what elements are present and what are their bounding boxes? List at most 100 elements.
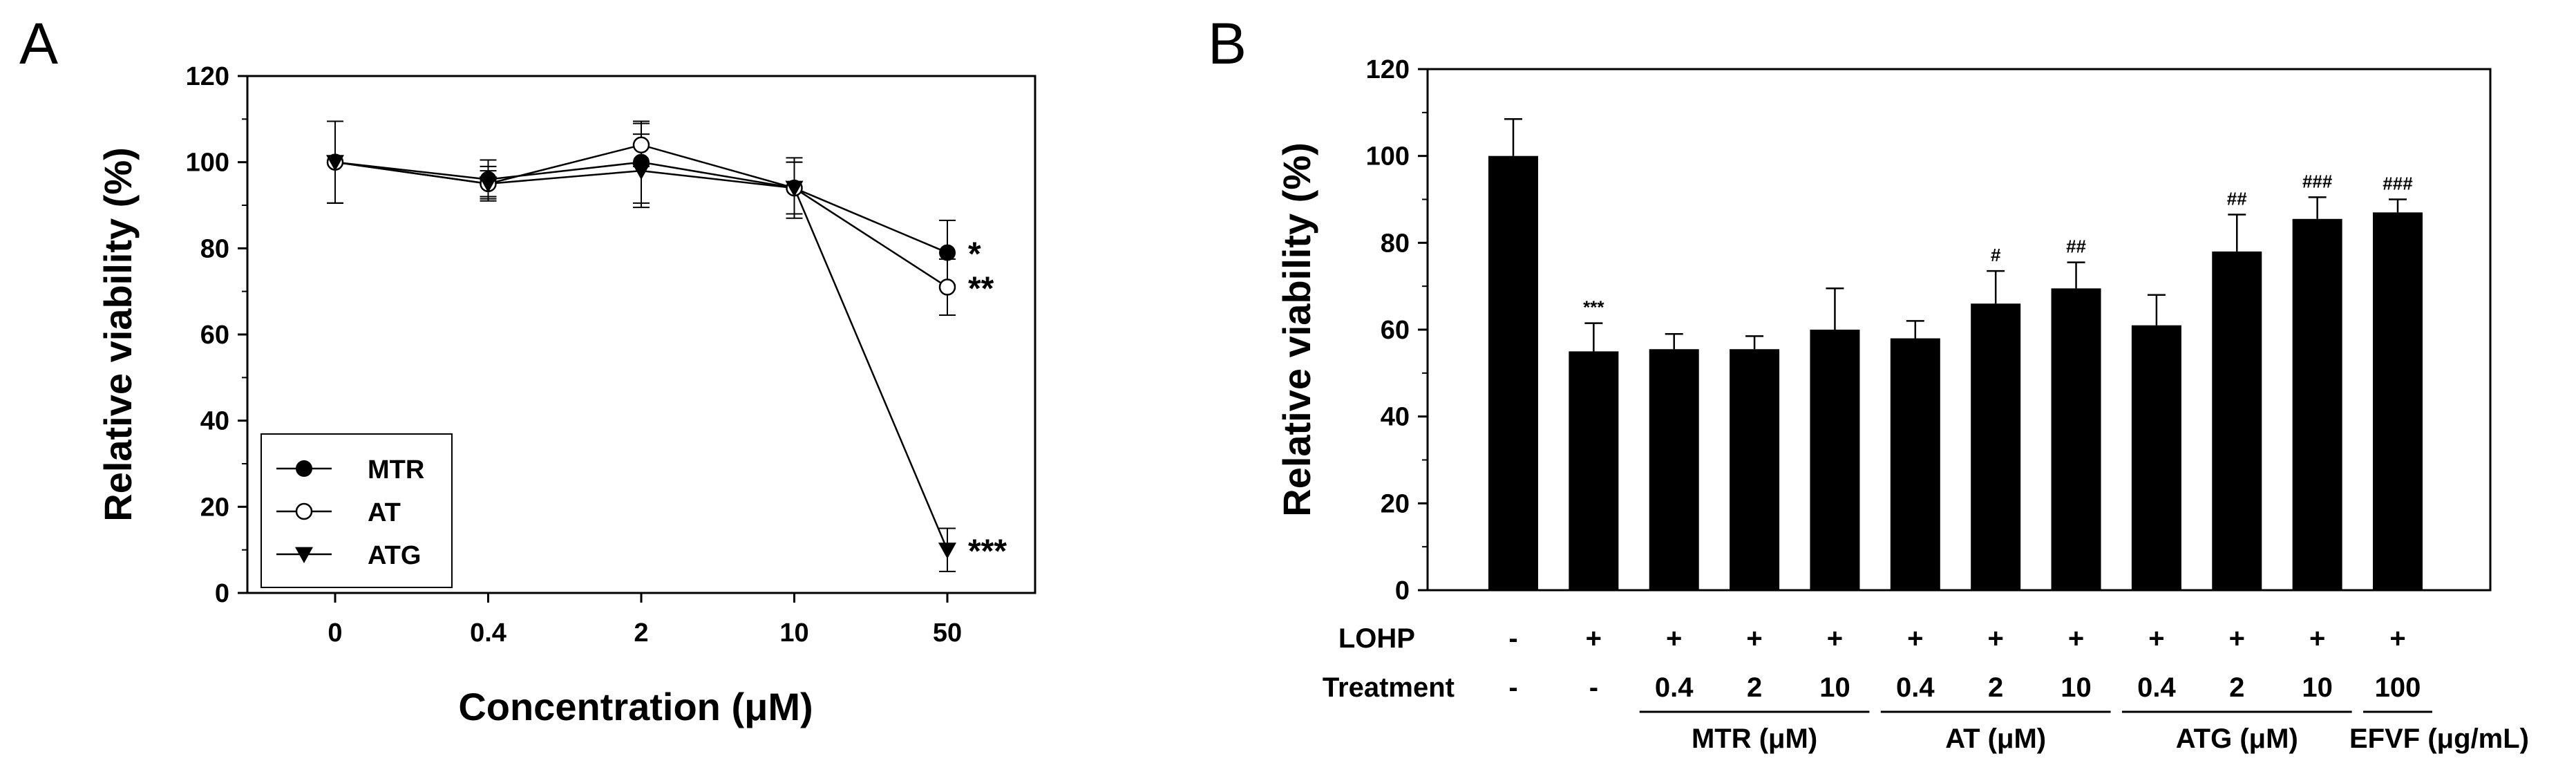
lohp-value: +	[1666, 623, 1682, 654]
y-tick-label-a: 100	[186, 149, 229, 178]
group-label: AT (μM)	[1945, 724, 2046, 754]
bar-b	[1890, 338, 1940, 590]
treatment-value: -	[1589, 672, 1598, 703]
legend-marker-atg	[295, 547, 313, 563]
data-point-atg	[785, 180, 804, 198]
bar-b	[2131, 325, 2181, 590]
significance-label-b: ###	[2383, 173, 2413, 194]
x-tick-label-a: 0.4	[470, 619, 506, 648]
treatment-value: 2	[2229, 672, 2244, 703]
significance-label-a: *	[968, 236, 981, 273]
treatment-value: 10	[2061, 672, 2092, 703]
y-tick-label-b: 0	[1395, 576, 1410, 605]
panel-label-b: B	[1208, 11, 1247, 76]
bar-b	[2292, 218, 2342, 590]
legend-a: MTR AT ATG	[261, 433, 453, 588]
significance-label-a: ***	[968, 534, 1007, 570]
bar-b	[2212, 251, 2262, 590]
lohp-value: +	[1988, 623, 2004, 654]
data-point-atg	[479, 176, 498, 193]
group-label: MTR (μM)	[1692, 724, 1817, 754]
y-axis-title-a: Relative viability (%)	[96, 147, 140, 522]
data-point-at	[632, 136, 650, 153]
chart-b: 0 20 40 60 80 100 120 Relative viability (%) *…	[1275, 55, 2529, 754]
legend-marker-at	[295, 502, 313, 520]
y-tick-label-a: 40	[200, 407, 229, 436]
treatment-value: 10	[1819, 672, 1850, 703]
y-tick-label-b: 20	[1381, 489, 1410, 518]
lohp-value: +	[1746, 623, 1762, 654]
group-label: ATG (μM)	[2176, 724, 2298, 754]
data-point-at	[938, 279, 956, 296]
lohp-value: +	[2229, 623, 2245, 654]
data-point-atg	[326, 155, 344, 171]
bar-b	[1569, 351, 1619, 590]
lohp-value: +	[1827, 623, 1843, 654]
bar-b	[1488, 155, 1538, 590]
lohp-value: +	[2389, 623, 2405, 654]
y-axis-title-b: Relative viability (%)	[1275, 142, 1318, 517]
data-point-mtr	[939, 244, 956, 261]
bar-b	[1730, 349, 1780, 590]
treatment-value: 2	[1988, 672, 2003, 703]
legend-label-mtr: MTR	[368, 455, 424, 484]
lohp-value: +	[1586, 623, 1602, 654]
x-tick-label-a: 50	[933, 619, 962, 648]
treatment-groups-b: MTR (μM) AT (μM) ATG (μM) EFVF (μg/mL)	[1639, 710, 2529, 754]
x-axis-title-a: Concentration (μM)	[458, 685, 813, 728]
condition-rows-b: - + + + + + + + + + + + - - 0.4 2 10 0.4 2 10 0.4 2 10 100	[1508, 623, 2421, 703]
significance-label-a: **	[968, 270, 994, 307]
group-label: EFVF (μg/mL)	[2349, 724, 2529, 754]
bar-group-b: ***# ####### ###	[1488, 118, 2423, 591]
y-tick-label-a: 60	[200, 321, 229, 350]
panel-label-a: A	[19, 11, 58, 76]
y-axis-a: 0 20 40 60 80 100 120	[186, 62, 247, 608]
legend-label-at: AT	[368, 498, 401, 527]
y-tick-label-a: 0	[215, 579, 229, 608]
x-axis-a: 0 0.4 2 10 50	[328, 593, 962, 648]
legend-label-atg: ATG	[368, 541, 421, 570]
chart-a: 0 20 40 60 80 100 120 0 0.4 2 10 50 Concentration …	[96, 62, 1036, 728]
x-tick-label-a: 0	[328, 619, 342, 648]
lohp-value: +	[2148, 623, 2164, 654]
treatment-value: 0.4	[2137, 672, 2176, 703]
lohp-value: +	[1907, 623, 1923, 654]
y-tick-label-a: 120	[186, 62, 229, 91]
row-label-lohp: LOHP	[1338, 623, 1415, 654]
legend-marker-mtr	[296, 460, 312, 477]
bar-b	[1971, 303, 2021, 590]
x-tick-label-a: 2	[634, 619, 648, 648]
y-tick-label-b: 60	[1381, 316, 1410, 345]
treatment-value: 0.4	[1655, 672, 1694, 703]
data-point-atg	[632, 163, 650, 180]
row-label-treatment: Treatment	[1323, 672, 1455, 703]
treatment-value: 10	[2302, 672, 2333, 703]
bar-b	[2051, 288, 2101, 590]
y-tick-label-b: 80	[1381, 229, 1410, 258]
y-axis-b: 0 20 40 60 80 100 120	[1366, 55, 1428, 605]
significance-label-b: ##	[2227, 188, 2247, 209]
significance-label-b: #	[1991, 245, 2001, 265]
significance-label-b: ##	[2066, 236, 2086, 257]
data-point-atg	[938, 543, 956, 559]
bar-b	[1649, 349, 1699, 590]
lohp-value: -	[1508, 623, 1517, 654]
treatment-value: 0.4	[1896, 672, 1935, 703]
treatment-value: 100	[2375, 672, 2421, 703]
lohp-value: +	[2309, 623, 2325, 654]
y-tick-label-a: 80	[200, 234, 229, 263]
bar-b	[1810, 330, 1860, 590]
treatment-value: 2	[1747, 672, 1762, 703]
significance-label-b: ###	[2302, 171, 2333, 191]
y-tick-label-a: 20	[200, 493, 229, 522]
treatment-value: -	[1508, 672, 1517, 703]
significance-label-b: ***	[1583, 297, 1604, 318]
y-tick-label-b: 100	[1366, 142, 1410, 171]
lohp-value: +	[2068, 623, 2084, 654]
y-tick-label-b: 120	[1366, 55, 1410, 84]
x-tick-label-a: 10	[779, 619, 808, 648]
series-group-a: ******	[326, 120, 1007, 572]
y-tick-label-b: 40	[1381, 403, 1410, 432]
bar-b	[2373, 212, 2423, 591]
